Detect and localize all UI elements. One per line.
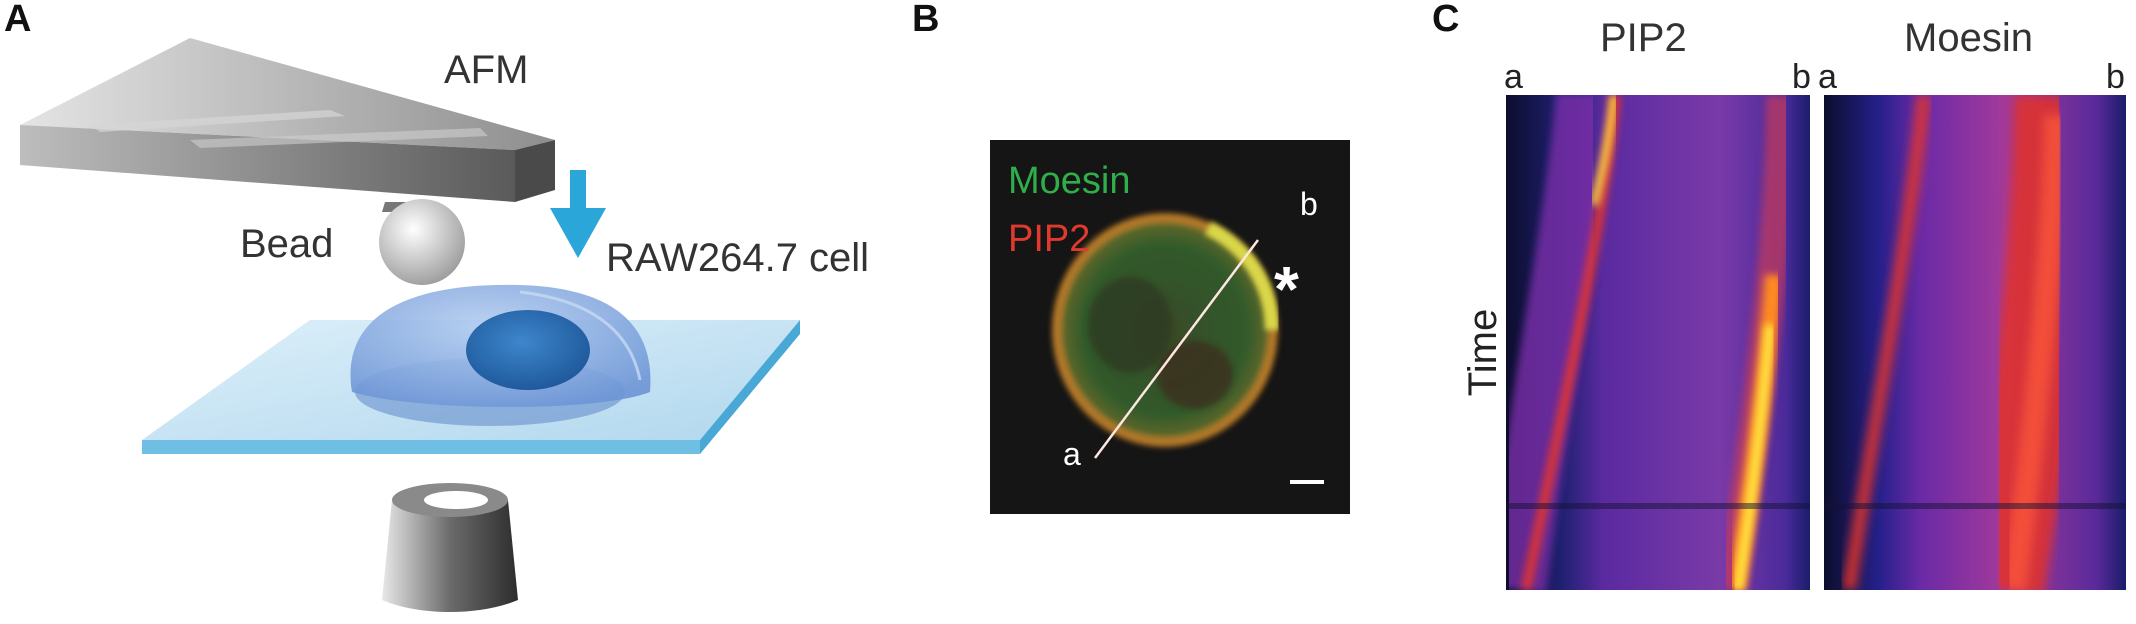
afm-cantilever — [20, 38, 555, 202]
kymo1-left-end: a — [1504, 58, 1523, 96]
afm-label: AFM — [444, 48, 529, 92]
kymograph-moesin — [1824, 95, 2126, 590]
micrograph — [990, 140, 1350, 514]
kymograph-pip2 — [1506, 95, 1810, 590]
panel-letter-b: B — [912, 0, 940, 40]
kymo2-right-end: b — [2106, 58, 2125, 96]
kymo-title-pip2: PIP2 — [1600, 16, 1687, 60]
asterisk-marker: * — [1274, 253, 1299, 325]
line-end-a: a — [1063, 436, 1081, 472]
scale-bar — [1290, 480, 1324, 484]
bead-label: Bead — [240, 222, 334, 266]
kymo-title-moesin: Moesin — [1904, 16, 2033, 60]
kymo1-right-end: b — [1792, 58, 1811, 96]
legend-pip2: PIP2 — [1008, 218, 1091, 260]
cell-image — [1052, 213, 1324, 484]
objective-lens — [382, 483, 518, 612]
kymo2-left-end: a — [1818, 58, 1837, 96]
panel-letter-c: C — [1432, 0, 1460, 40]
cell-label: RAW264.7 cell — [606, 236, 870, 280]
time-axis-label: Time — [1461, 308, 1506, 397]
line-scan — [1093, 239, 1260, 459]
afm-schematic — [20, 38, 800, 612]
nucleus — [466, 310, 590, 390]
line-end-b: b — [1300, 186, 1318, 222]
down-arrow-icon — [550, 170, 606, 258]
bead — [379, 199, 465, 285]
panel-letter-a: A — [4, 0, 32, 40]
legend-moesin: Moesin — [1008, 160, 1131, 202]
